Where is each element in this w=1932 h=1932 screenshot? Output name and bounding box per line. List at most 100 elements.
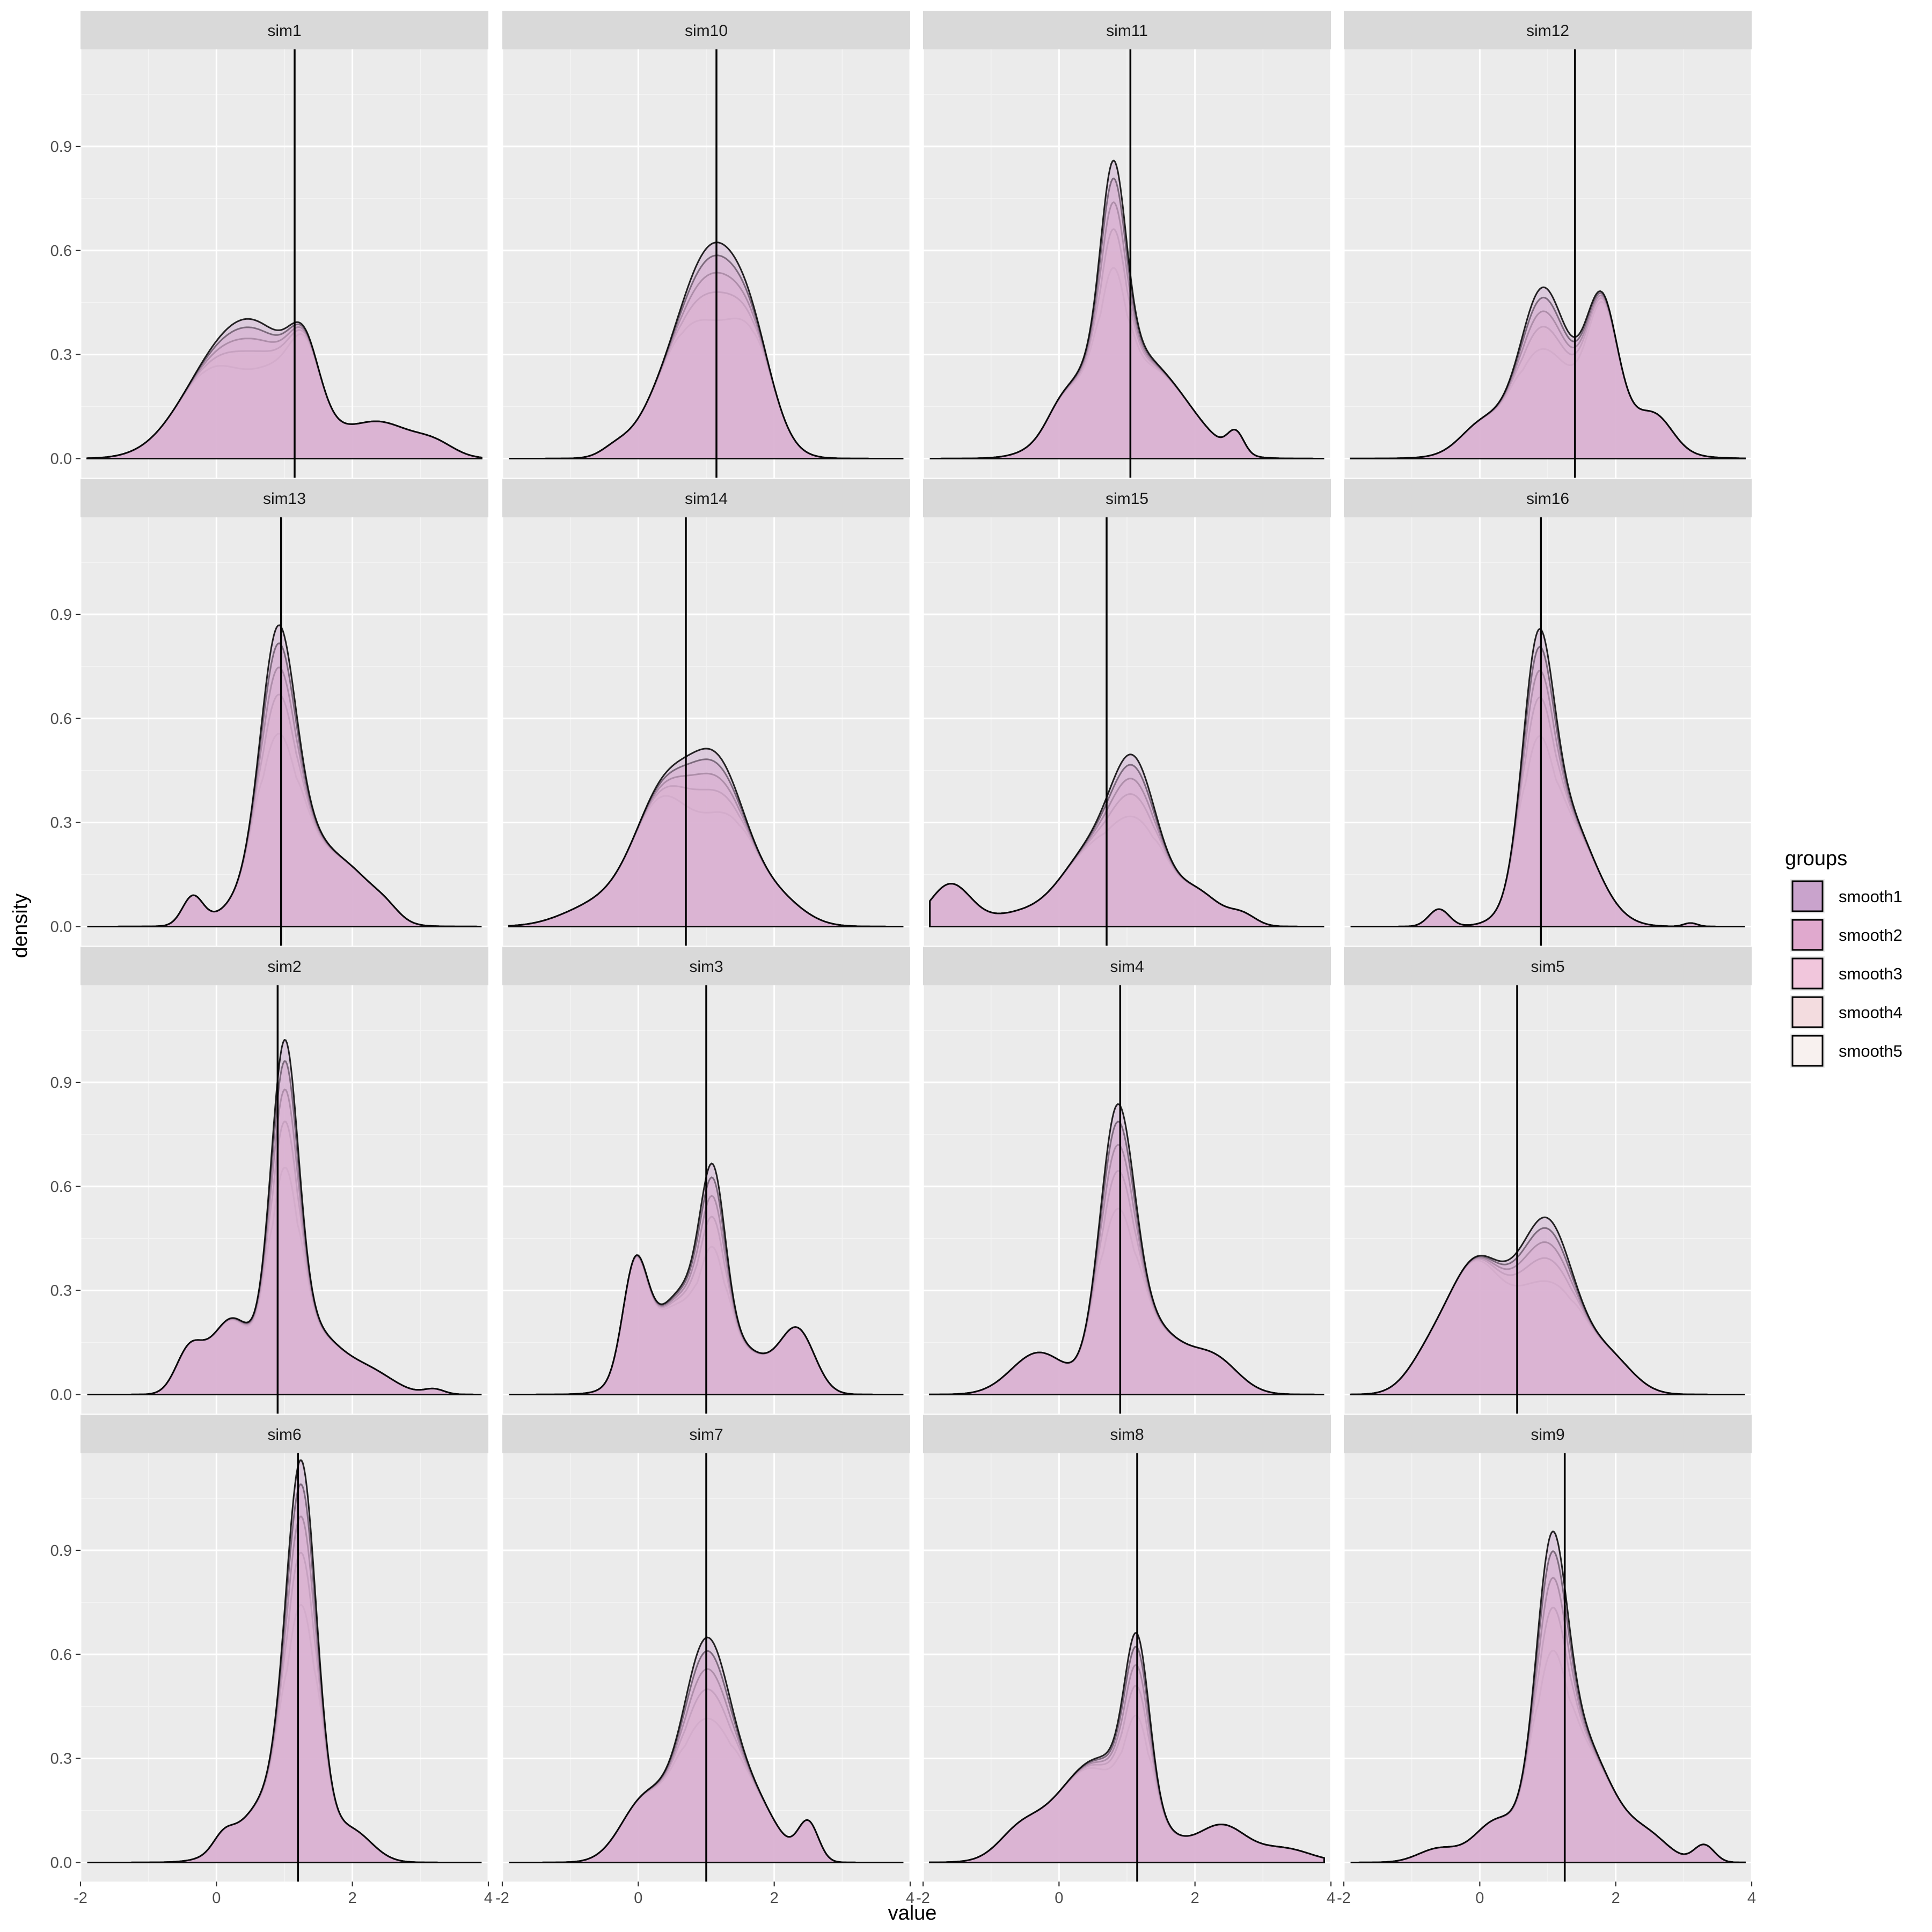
x-tick-label: -2	[495, 1890, 509, 1907]
facet-panel-sim3: sim3	[501, 947, 911, 1414]
x-tick-label: -2	[74, 1890, 87, 1907]
y-tick-label: 0.6	[50, 1179, 72, 1196]
facet-label: sim15	[1106, 490, 1148, 508]
facet-strip	[923, 1415, 1331, 1453]
x-tick-label: 2	[348, 1890, 357, 1907]
density-smooth1	[929, 1631, 1325, 1863]
legend-key-smooth3	[1791, 957, 1824, 990]
facet-panel-sim2: sim2	[79, 947, 489, 1414]
density-smooth1	[87, 1038, 482, 1395]
legend-label: smooth5	[1839, 1042, 1902, 1060]
y-tick-label: 0.9	[50, 138, 72, 156]
density-smooth1	[1350, 1530, 1746, 1863]
facet-panel-sim5: sim5	[1343, 947, 1753, 1414]
legend-title: groups	[1785, 847, 1847, 870]
facet-strip	[1344, 1415, 1752, 1453]
density-smooth1	[929, 1103, 1324, 1395]
facet-label: sim7	[689, 1426, 723, 1444]
y-tick-label: 0.3	[50, 347, 72, 364]
facet-strip	[502, 11, 910, 49]
x-tick-label: -2	[916, 1890, 930, 1907]
facet-label: sim8	[1110, 1426, 1144, 1444]
density-smooth1	[509, 241, 904, 459]
facet-label: sim2	[267, 958, 301, 976]
facet-panel-sim15: sim15	[922, 479, 1332, 946]
facet-panel-sim16: sim16	[1343, 479, 1753, 946]
facet-panel-sim9: sim9	[1343, 1415, 1753, 1882]
facet-panel-sim10: sim10	[501, 11, 911, 478]
facet-panel-sim6: sim6	[79, 1415, 489, 1882]
x-axis-title: value	[888, 1902, 937, 1924]
facet-strip	[502, 1415, 910, 1453]
density-smooth1	[930, 159, 1324, 459]
facet-strip	[923, 479, 1331, 517]
x-tick-label: 0	[1055, 1890, 1063, 1907]
y-tick-label: 0.9	[50, 1542, 72, 1560]
facet-label: sim11	[1106, 22, 1148, 40]
facet-panel-sim14: sim14	[501, 479, 911, 946]
x-tick-label: 4	[906, 1890, 914, 1907]
y-tick-label: 0.0	[50, 1386, 72, 1403]
axes-layer: 0.0 0.3 0.6 0.9 0.0 0.3 0.6 0.9 0.0 0.3 0.6 0.9 0.0 0…	[50, 138, 1756, 1907]
facet-panel-sim1: sim1	[79, 11, 489, 478]
facet-strip	[80, 479, 488, 517]
facet-panel-sim11: sim11	[922, 11, 1332, 478]
facet-label: sim9	[1531, 1426, 1564, 1444]
facet-label: sim13	[263, 490, 306, 508]
facet-strip	[1344, 947, 1752, 985]
y-tick-label: 0.0	[50, 450, 72, 467]
y-tick-label: 0.6	[50, 1646, 72, 1664]
legend-label: smooth4	[1839, 1003, 1902, 1022]
facet-strip	[923, 947, 1331, 985]
facet-label: sim14	[685, 490, 728, 508]
y-tick-label: 0.6	[50, 243, 72, 260]
x-tick-label: 4	[1327, 1890, 1335, 1907]
y-tick-label: 0.3	[50, 1283, 72, 1300]
facet-label: sim5	[1531, 958, 1564, 976]
facet-strip	[80, 947, 488, 985]
facet-label: sim1	[267, 22, 301, 40]
density-smooth1	[508, 748, 904, 927]
density-smooth1	[929, 753, 1324, 927]
density-smooth1	[1350, 286, 1746, 459]
legend: groups smooth1 smooth2 smooth3 smooth4 smoot…	[1785, 847, 1902, 1068]
facet-strip	[923, 11, 1331, 49]
facet-panel-sim7: sim7	[501, 1415, 911, 1882]
x-tick-label: 0	[634, 1890, 642, 1907]
x-tick-label: 0	[1475, 1890, 1484, 1907]
facet-label: sim10	[685, 22, 728, 40]
density-smooth1	[1350, 627, 1745, 927]
y-tick-label: 0.3	[50, 815, 72, 832]
x-tick-label: 0	[212, 1890, 221, 1907]
x-tick-label: -2	[1337, 1890, 1351, 1907]
y-tick-label: 0.3	[50, 1751, 72, 1768]
facet-panel-sim13: sim13	[79, 479, 489, 946]
x-tick-label: 4	[1747, 1890, 1756, 1907]
legend-key-smooth2	[1791, 919, 1824, 951]
density-smooth1	[87, 1459, 482, 1863]
density-smooth1	[1350, 1216, 1745, 1395]
facet-label: sim6	[267, 1426, 301, 1444]
facet-panel-sim4: sim4	[922, 947, 1332, 1414]
legend-key-smooth1	[1791, 880, 1824, 912]
x-tick-label: 4	[484, 1890, 493, 1907]
facet-label: sim16	[1526, 490, 1569, 508]
facet-strip	[502, 947, 910, 985]
legend-key-smooth5	[1791, 1035, 1824, 1067]
facet-panels: sim1 sim10 sim11 sim12 sim13 sim14 sim15 sim16 s…	[79, 11, 1753, 1882]
facet-strip	[502, 479, 910, 517]
legend-key-smooth4	[1791, 996, 1824, 1028]
legend-label: smooth2	[1839, 926, 1902, 945]
facet-strip	[1344, 11, 1752, 49]
legend-label: smooth3	[1839, 964, 1902, 983]
x-tick-label: 2	[1612, 1890, 1620, 1907]
y-tick-label: 0.0	[50, 1854, 72, 1871]
density-smooth1	[86, 318, 482, 459]
facet-strip	[80, 1415, 488, 1453]
facet-panel-sim12: sim12	[1343, 11, 1753, 478]
facet-panel-sim8: sim8	[922, 1415, 1332, 1882]
facet-label: sim12	[1526, 22, 1569, 40]
x-tick-label: 2	[770, 1890, 779, 1907]
facet-label: sim4	[1110, 958, 1144, 976]
